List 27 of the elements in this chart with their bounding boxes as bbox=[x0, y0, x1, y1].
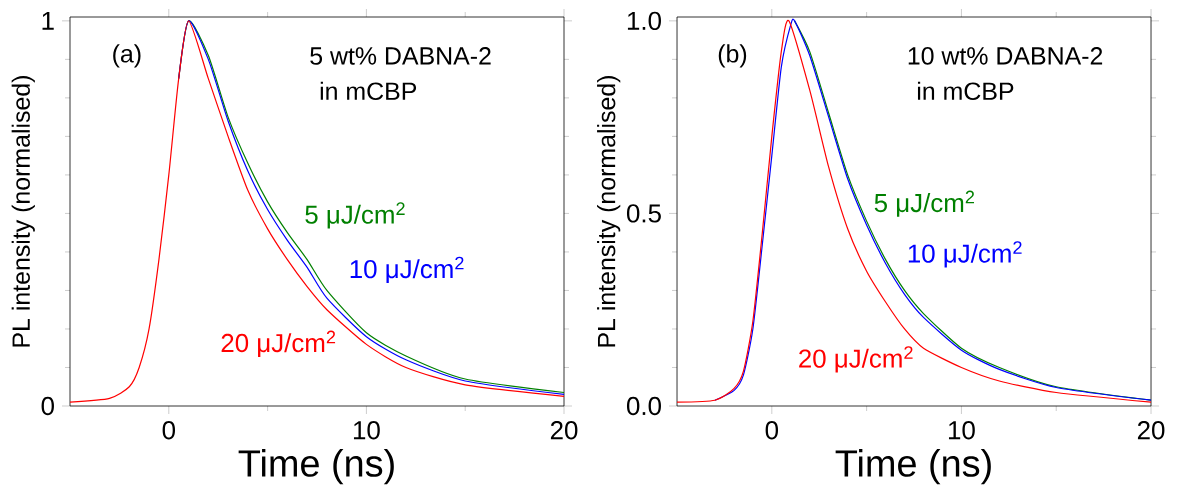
x-axis-title: Time (ns) bbox=[835, 449, 991, 485]
annotation: (b) bbox=[718, 44, 747, 68]
series-label: 10 μJ/cm$^{2}$ bbox=[350, 256, 464, 283]
series-label: 20 μJ/cm$^{2}$ bbox=[221, 330, 336, 357]
annotation: 5 wt% DABNA-2 bbox=[310, 47, 491, 65]
x-tick-label: 10 bbox=[948, 421, 975, 440]
y-tick-label: 1.0 bbox=[627, 11, 661, 31]
y-tick-label: 0.0 bbox=[626, 396, 661, 416]
y-tick-label: 0.5 bbox=[626, 204, 661, 223]
series-label: 5 μJ/cm$^{2}$ bbox=[874, 190, 975, 217]
annotation: in mCBP bbox=[917, 81, 1014, 101]
x-tick-label: 10 bbox=[353, 421, 380, 440]
series-label: 5 μJ/cm$^{2}$ bbox=[305, 202, 405, 229]
series-label: 10 μJ/cm$^{2}$ bbox=[908, 241, 1022, 268]
x-axis-title: Time (ns) bbox=[238, 449, 394, 485]
y-axis-title: PL intensity (normalised) bbox=[597, 76, 621, 347]
x-tick-label: 20 bbox=[1137, 421, 1165, 440]
annotation: in mCBP bbox=[320, 81, 417, 101]
annotation: 10 wt% DABNA-2 bbox=[908, 47, 1103, 65]
x-tick-label: 0 bbox=[765, 421, 779, 440]
x-tick-label: 0 bbox=[162, 421, 176, 440]
x-tick-label: 20 bbox=[550, 421, 578, 440]
annotation: (a) bbox=[113, 44, 141, 68]
series-label: 20 μJ/cm$^{2}$ bbox=[799, 346, 913, 373]
line-series bbox=[70, 20, 565, 403]
y-tick-label: 1 bbox=[42, 11, 54, 30]
y-axis-title: PL intensity (normalised) bbox=[11, 76, 35, 347]
